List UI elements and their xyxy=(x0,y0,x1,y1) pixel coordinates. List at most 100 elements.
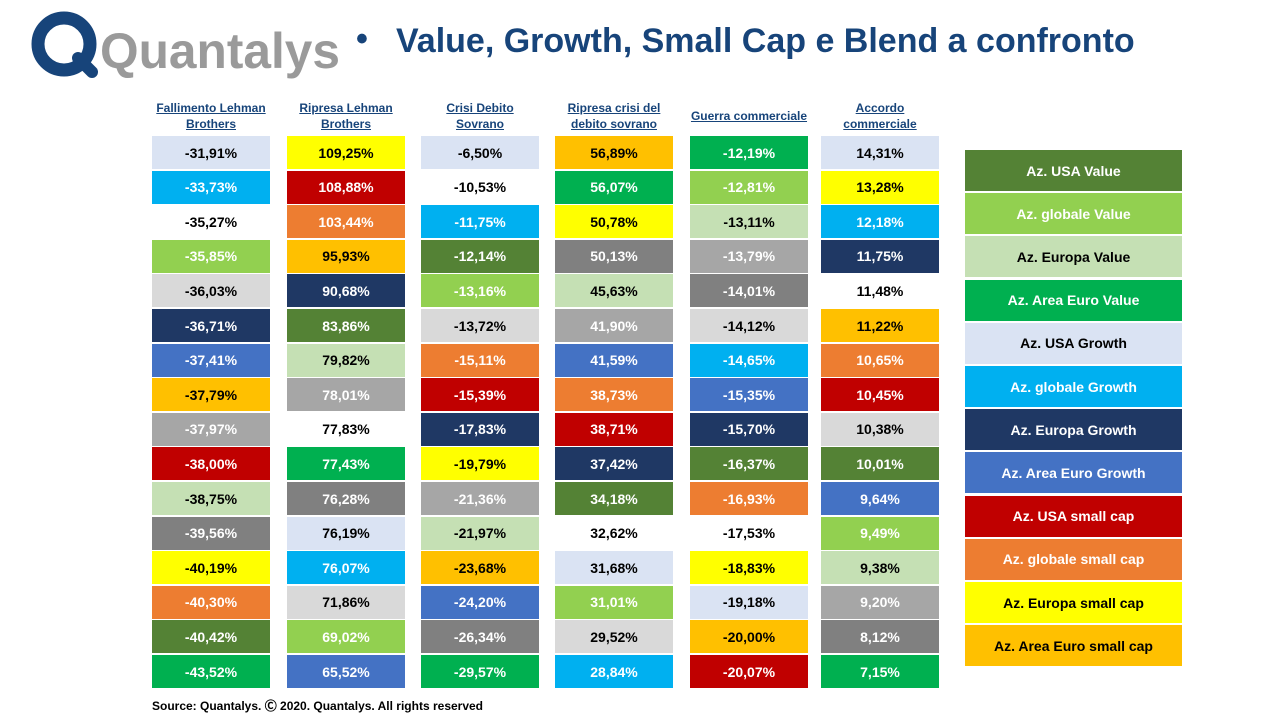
table-cell: 13,28% xyxy=(821,170,939,204)
legend-item: Az. Europa Growth xyxy=(965,409,1182,451)
table-cell: 77,43% xyxy=(287,447,405,481)
table-cell: 9,49% xyxy=(821,516,939,550)
table-cell: -12,81% xyxy=(690,170,808,204)
table-cell: -26,34% xyxy=(421,620,539,654)
table-cell: -36,03% xyxy=(152,274,270,308)
table-cell: 108,88% xyxy=(287,170,405,204)
table-cell: 10,45% xyxy=(821,378,939,412)
table-cell: 34,18% xyxy=(555,482,673,515)
table-cell: -14,65% xyxy=(690,343,808,377)
table-cell: -37,41% xyxy=(152,343,270,377)
table-cell: -20,07% xyxy=(690,655,808,688)
table-cell: -20,00% xyxy=(690,620,808,654)
slide-header: Quantalys • Value, Growth, Small Cap e B… xyxy=(0,0,1280,90)
quantalys-logo: Quantalys xyxy=(31,11,340,79)
table-cell: -19,18% xyxy=(690,585,808,619)
brand-text: Quantalys xyxy=(100,23,340,79)
source-note: Source: Quantalys. Ⓒ 2020. Quantalys. Al… xyxy=(152,699,484,713)
table-cell: -17,83% xyxy=(421,412,539,446)
table-cell: 76,07% xyxy=(287,551,405,585)
column-header: Ripresa crisi del debito sovrano xyxy=(567,101,661,131)
table-column: Ripresa Lehman Brothers 109,25% 108,88% 103… xyxy=(287,96,405,688)
table-cell: 69,02% xyxy=(287,620,405,654)
table-cell: 37,42% xyxy=(555,447,673,481)
table-cell: -33,73% xyxy=(152,170,270,204)
table-cell: -12,14% xyxy=(421,239,539,273)
column-header: Accordo commerciale xyxy=(843,101,917,131)
table-cell: -35,27% xyxy=(152,205,270,239)
table-cell: -39,56% xyxy=(152,516,270,550)
table-cell: 50,78% xyxy=(555,205,673,239)
table-cell: -35,85% xyxy=(152,239,270,273)
table-cell: -21,97% xyxy=(421,516,539,550)
table-cell: 10,65% xyxy=(821,343,939,377)
table-cell: -15,39% xyxy=(421,378,539,412)
table-cell: 90,68% xyxy=(287,274,405,308)
table-cell: 7,15% xyxy=(821,655,939,688)
table-cell: -38,75% xyxy=(152,482,270,515)
table-cell: 41,59% xyxy=(555,343,673,377)
legend-item: Az. Europa small cap xyxy=(965,582,1182,623)
column-header: Ripresa Lehman Brothers xyxy=(299,101,393,131)
table-cell: 9,64% xyxy=(821,482,939,515)
table-cell: 38,73% xyxy=(555,378,673,412)
table-cell: 29,52% xyxy=(555,620,673,654)
table-cell: 76,28% xyxy=(287,482,405,515)
table-cell: -13,79% xyxy=(690,239,808,273)
table-cell: -14,01% xyxy=(690,274,808,308)
table-cell: -40,19% xyxy=(152,551,270,585)
page-title: Value, Growth, Small Cap e Blend a confr… xyxy=(396,22,1135,60)
table-cell: -40,30% xyxy=(152,585,270,619)
table-cell: 28,84% xyxy=(555,655,673,688)
legend-item: Az. Europa Value xyxy=(965,236,1182,278)
table-cell: -12,19% xyxy=(690,136,808,169)
table-cell: 10,01% xyxy=(821,447,939,481)
column-header: Guerra commerciale xyxy=(690,109,808,123)
table-cell: 83,86% xyxy=(287,309,405,342)
table-cell: -16,93% xyxy=(690,482,808,515)
table-cell: -6,50% xyxy=(421,136,539,169)
table-cell: 9,20% xyxy=(821,585,939,619)
title-bullet: • xyxy=(356,20,368,58)
table-cell: -17,53% xyxy=(690,516,808,550)
table-cell: 32,62% xyxy=(555,516,673,550)
table-cell: -37,79% xyxy=(152,378,270,412)
table-cell: -40,42% xyxy=(152,620,270,654)
table-cell: 41,90% xyxy=(555,309,673,342)
legend-item: Az. USA small cap xyxy=(965,495,1182,537)
legend-item: Az. globale small cap xyxy=(965,538,1182,580)
table-column: Ripresa crisi del debito sovrano 56,89% 56… xyxy=(555,96,673,688)
legend-item: Az. USA Growth xyxy=(965,322,1182,364)
table-cell: -11,75% xyxy=(421,205,539,239)
table-cell: -15,35% xyxy=(690,378,808,412)
table-cell: 103,44% xyxy=(287,205,405,239)
table-cell: 79,82% xyxy=(287,343,405,377)
table-cell: 109,25% xyxy=(287,136,405,169)
table-cell: -24,20% xyxy=(421,585,539,619)
table-cell: 9,38% xyxy=(821,551,939,585)
table-cell: -15,11% xyxy=(421,343,539,377)
table-column: Accordo commerciale 14,31% 13,28% 12,18% 11,… xyxy=(821,96,939,688)
table-cell: 76,19% xyxy=(287,516,405,550)
table-cell: -29,57% xyxy=(421,655,539,688)
table-cell: -16,37% xyxy=(690,447,808,481)
table-cell: 71,86% xyxy=(287,585,405,619)
table-cell: 11,48% xyxy=(821,274,939,308)
table-cell: 45,63% xyxy=(555,274,673,308)
legend-item: Az. globale Value xyxy=(965,193,1182,235)
table-cell: 31,01% xyxy=(555,585,673,619)
table-column: Guerra commerciale -12,19% -12,81% -13,11% -… xyxy=(690,96,808,688)
table-cell: 78,01% xyxy=(287,378,405,412)
table-cell: -21,36% xyxy=(421,482,539,515)
table-cell: 50,13% xyxy=(555,239,673,273)
table-cell: 8,12% xyxy=(821,620,939,654)
table-cell: 77,83% xyxy=(287,412,405,446)
table-cell: 14,31% xyxy=(821,136,939,169)
table-cell: -13,16% xyxy=(421,274,539,308)
table-cell: 11,22% xyxy=(821,309,939,342)
table-cell: -43,52% xyxy=(152,655,270,688)
table-cell: 65,52% xyxy=(287,655,405,688)
table-cell: 10,38% xyxy=(821,412,939,446)
table-cell: -15,70% xyxy=(690,412,808,446)
table-column: Crisi Debito Sovrano -6,50% -10,53% -11,75%… xyxy=(421,96,539,688)
